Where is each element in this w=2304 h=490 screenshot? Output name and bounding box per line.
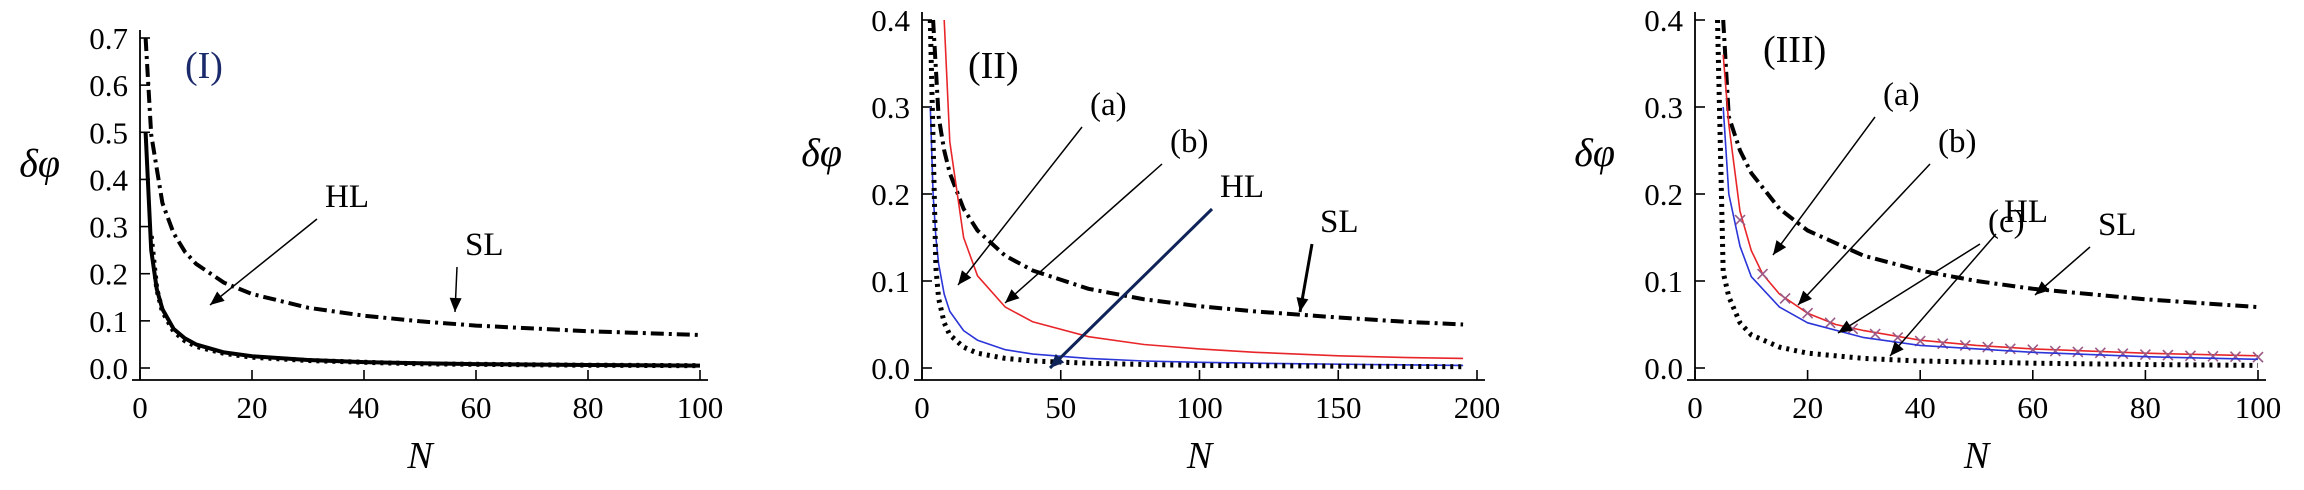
annotation-pointer [210, 219, 317, 305]
annotation-label: (a) [1883, 77, 1920, 113]
series-c-marker [2163, 350, 2173, 360]
annotation-pointer [958, 127, 1082, 285]
annotation-label: HL [325, 179, 369, 215]
x-tick-label: 100 [677, 390, 724, 425]
y-tick-label: 0.3 [89, 210, 128, 245]
x-tick-label: 50 [1045, 390, 1076, 425]
x-axis-label: N [1186, 435, 1215, 477]
y-tick-label: 0.4 [871, 3, 910, 38]
y-tick-label: 0.0 [871, 351, 910, 386]
y-tick-label: 0.4 [89, 162, 128, 197]
series-c-marker [2185, 351, 2195, 361]
annotation-arrowhead [450, 298, 462, 312]
series-hl-line [151, 236, 700, 366]
series-hl-line [1718, 20, 2259, 365]
series-c-marker [2118, 349, 2128, 359]
series-c-marker [2073, 347, 2083, 357]
x-tick-label: 80 [573, 390, 604, 425]
series-c-marker [2005, 344, 2015, 354]
series-c-marker [1735, 215, 1745, 225]
annotation-arrowhead [958, 270, 971, 285]
y-tick-label: 0.3 [871, 90, 910, 125]
series-c-marker [1803, 308, 1813, 318]
annotation-label: SL [1320, 204, 1359, 240]
y-axis-label: δφ [801, 130, 842, 175]
panel-iii: 0.0 0.1 0.2 0.3 0.4 0 20 40 60 80 100 Nδφ (III) (a) (b… [1574, 3, 2281, 477]
series-c-marker [2095, 348, 2105, 358]
annotation-label: (a) [1090, 87, 1127, 123]
annotation-pointer [1798, 164, 1930, 305]
x-tick-label: 0 [914, 390, 930, 425]
series-c-marker [2230, 352, 2240, 362]
y-tick-label: 0.0 [89, 351, 128, 386]
panel-i: 0.0 0.1 0.2 0.3 0.4 0.5 0.6 0.7 0 20 40 60 80 100 Nδφ (… [19, 21, 723, 477]
y-tick-label: 0.5 [89, 115, 128, 150]
x-tick-label: 150 [1315, 390, 1362, 425]
annotation-label: SL [2098, 207, 2137, 243]
x-tick-label: 0 [1687, 390, 1703, 425]
annotation-pointer [1050, 209, 1212, 368]
series-c-marker [2050, 346, 2060, 356]
y-tick-label: 0.4 [1644, 3, 1683, 38]
x-tick-label: 0 [132, 390, 148, 425]
x-tick-label: 200 [1454, 390, 1501, 425]
series-solid-line [146, 132, 700, 365]
y-axis-label: δφ [1574, 130, 1615, 175]
annotation-arrowhead [1297, 297, 1309, 312]
panel-ii: 0.0 0.1 0.2 0.3 0.4 0 50 100 150 200 Nδφ (II) (a) (b)… [801, 3, 1500, 477]
y-tick-label: 0.6 [89, 68, 128, 103]
series-c-marker [1825, 318, 1835, 328]
x-tick-label: 60 [461, 390, 492, 425]
y-tick-label: 0.7 [89, 21, 128, 56]
y-tick-label: 0.2 [1644, 177, 1683, 212]
x-tick-label: 80 [2130, 390, 2161, 425]
y-tick-label: 0.1 [871, 264, 910, 299]
series-c-marker [1780, 293, 1790, 303]
annotation-arrowhead [1773, 240, 1786, 255]
y-axis-label: δφ [19, 141, 60, 186]
x-tick-label: 100 [2235, 390, 2282, 425]
series-c-marker [1983, 342, 1993, 352]
y-tick-label: 0.3 [1644, 90, 1683, 125]
panel-label: (I) [185, 45, 223, 87]
x-tick-label: 40 [349, 390, 380, 425]
y-tick-label: 0.1 [1644, 264, 1683, 299]
panel-label: (III) [1763, 29, 1826, 71]
annotation-label: (b) [1170, 124, 1208, 160]
series-c-marker [2140, 350, 2150, 360]
annotation-label: HL [2004, 194, 2048, 230]
x-tick-label: 20 [237, 390, 268, 425]
annotation-label: SL [465, 227, 504, 263]
y-tick-label: 0.2 [871, 177, 910, 212]
x-axis-label: N [1963, 435, 1992, 477]
series-c-marker [2208, 351, 2218, 361]
x-tick-label: 60 [2017, 390, 2048, 425]
y-tick-label: 0.1 [89, 304, 128, 339]
annotation-pointer [1773, 117, 1875, 255]
annotation-pointer [1838, 244, 1980, 333]
series-c-marker [1758, 269, 1768, 279]
annotation-label: (b) [1938, 124, 1976, 160]
x-tick-label: 40 [1905, 390, 1936, 425]
annotation-pointer [1890, 234, 1996, 356]
y-tick-label: 0.2 [89, 257, 128, 292]
x-tick-label: 20 [1792, 390, 1823, 425]
series-c-marker [2253, 352, 2263, 362]
annotation-label: HL [1220, 169, 1264, 205]
series-c-marker [1870, 329, 1880, 339]
annotation-arrowhead [210, 292, 225, 305]
x-axis-label: N [406, 435, 435, 477]
x-tick-label: 100 [1176, 390, 1223, 425]
panel-label: (II) [968, 45, 1019, 87]
y-tick-label: 0.0 [1644, 351, 1683, 386]
